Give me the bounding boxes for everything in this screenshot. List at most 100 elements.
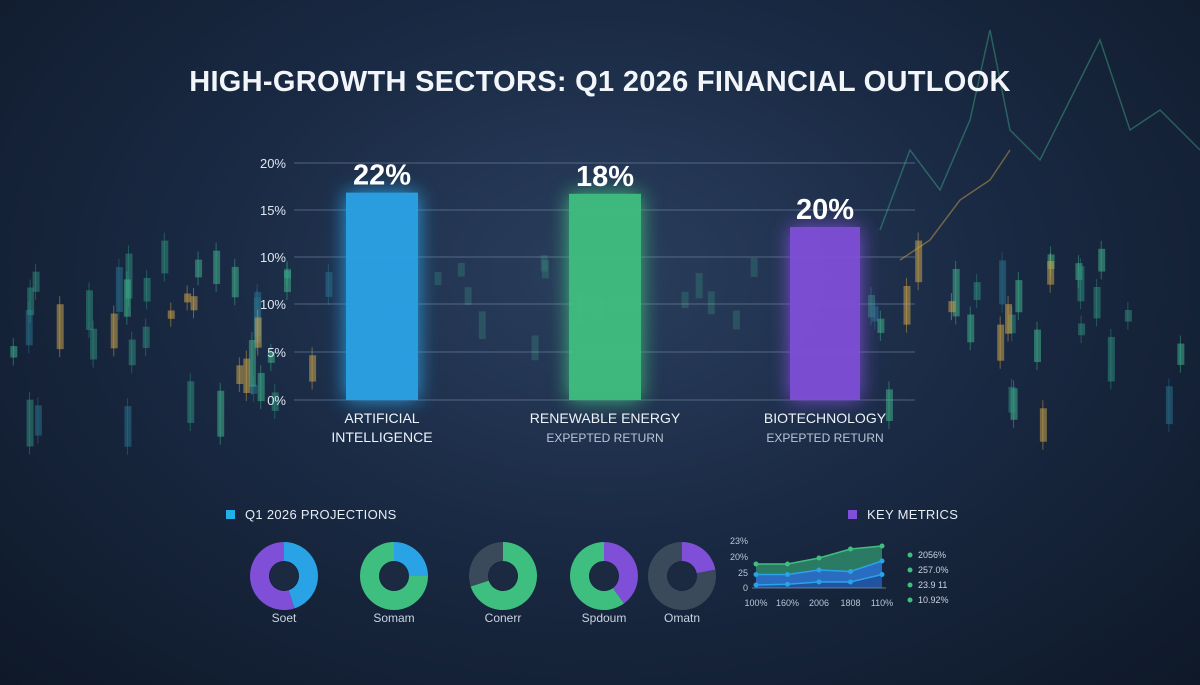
- mini-point: [879, 572, 885, 577]
- bg-candle: [681, 291, 689, 309]
- bg-trend-line: [899, 149, 1011, 261]
- donut-hole: [489, 562, 517, 590]
- donut-slice: [682, 542, 716, 574]
- category-label: RENEWABLE ENERGY: [530, 410, 681, 426]
- projections-section-text: Q1 2026 PROJECTIONS: [245, 507, 397, 522]
- bg-candle: [283, 270, 291, 293]
- bg-candle: [885, 389, 893, 421]
- bg-candle: [1177, 343, 1185, 365]
- donut-slice: [394, 542, 428, 576]
- bar-1: [346, 192, 418, 400]
- bg-candle: [967, 314, 975, 343]
- mini-point: [848, 569, 853, 574]
- bg-candle: [997, 324, 1005, 361]
- bg-candle: [1107, 336, 1115, 382]
- bar-value-label: 20%: [796, 194, 854, 226]
- donut-slice: [469, 542, 503, 587]
- bg-candle: [540, 255, 548, 272]
- bg-candle: [1039, 408, 1047, 442]
- bg-candle: [871, 306, 879, 322]
- bg-candle: [115, 267, 123, 312]
- bg-candle: [464, 287, 472, 305]
- category-label: INTELLIGENCE: [331, 429, 432, 445]
- bg-candle: [325, 272, 333, 297]
- mini-y-tick: 0: [743, 583, 748, 593]
- mini-x-tick: 2006: [809, 598, 829, 608]
- bg-candle: [1047, 261, 1055, 285]
- bg-candle: [27, 287, 35, 316]
- bg-candle: [1008, 314, 1016, 334]
- y-tick-label: 20%: [260, 156, 286, 171]
- bg-candle: [26, 399, 34, 447]
- mini-point: [753, 582, 759, 588]
- mini-x-tick: 110%: [871, 598, 893, 608]
- mini-legend-label: 10.92%: [918, 595, 949, 605]
- bg-candle: [1005, 304, 1013, 334]
- bg-candle: [236, 365, 244, 384]
- donut-label: Soet: [272, 611, 297, 625]
- y-tick-label: 15%: [260, 203, 286, 218]
- bg-candle: [213, 250, 221, 284]
- bg-candle: [184, 293, 192, 303]
- donut-2: [360, 542, 428, 610]
- mini-x-tick: 160%: [776, 598, 799, 608]
- bg-candle: [457, 262, 465, 277]
- bg-candle: [877, 318, 885, 333]
- donut-slice: [470, 542, 538, 610]
- y-tick-label: 10%: [260, 297, 286, 312]
- key-metrics-section-label: KEY METRICS: [848, 507, 958, 522]
- bg-candle: [1078, 323, 1086, 336]
- bg-candle: [903, 285, 911, 325]
- bg-candle: [531, 335, 539, 361]
- mini-point: [879, 543, 885, 549]
- key-metrics-color-swatch: [848, 510, 857, 519]
- mini-legend-label: 2056%: [918, 550, 946, 560]
- bg-candle: [90, 328, 98, 360]
- mini-x-tick: 1808: [840, 598, 860, 608]
- bg-trend-line: [879, 29, 1200, 231]
- bg-candle: [128, 339, 136, 366]
- mini-y-tick: 25: [738, 568, 748, 578]
- mini-x-tick: 100%: [744, 598, 767, 608]
- mini-legend-dot: [907, 567, 913, 573]
- bg-candle: [1124, 310, 1132, 322]
- bg-candle: [707, 291, 715, 315]
- bg-candle: [32, 271, 40, 292]
- bg-candle: [10, 346, 18, 358]
- bg-candle: [952, 268, 960, 317]
- mini-point: [816, 579, 822, 585]
- mini-point: [785, 581, 790, 587]
- bg-candle: [56, 304, 64, 350]
- bg-candle: [143, 277, 151, 302]
- projections-section-label: Q1 2026 PROJECTIONS: [226, 507, 397, 522]
- category-label: ARTIFICIAL: [344, 410, 419, 426]
- bg-candle: [732, 310, 740, 330]
- bar-3: [790, 226, 860, 400]
- bg-candle: [541, 260, 549, 279]
- bg-candle: [1098, 248, 1106, 272]
- donut-label: Somam: [373, 611, 414, 625]
- mini-legend-label: 257.0%: [918, 565, 949, 575]
- bg-candle: [1034, 329, 1042, 363]
- projections-color-swatch: [226, 510, 235, 519]
- bg-candle: [1008, 386, 1016, 413]
- bg-candle: [110, 313, 118, 349]
- bg-candle: [250, 384, 258, 394]
- mini-point: [753, 561, 759, 567]
- bg-candle: [243, 358, 251, 394]
- category-label: BIOTECHNOLOGY: [764, 410, 887, 426]
- y-tick-label: 0%: [267, 393, 286, 408]
- donut-label: Spdoum: [582, 611, 627, 625]
- donut-1: [250, 542, 319, 610]
- bg-candle: [187, 381, 195, 423]
- bg-candle: [948, 301, 956, 313]
- mini-point: [785, 561, 790, 567]
- donut-slice: [570, 542, 624, 611]
- bg-candle: [434, 272, 442, 286]
- y-tick-label: 5%: [267, 345, 286, 360]
- donut-slice: [604, 542, 638, 604]
- bar-value-label: 22%: [353, 160, 411, 192]
- donut-slice: [250, 542, 295, 610]
- bg-candle: [867, 295, 875, 318]
- bg-candle: [190, 296, 198, 311]
